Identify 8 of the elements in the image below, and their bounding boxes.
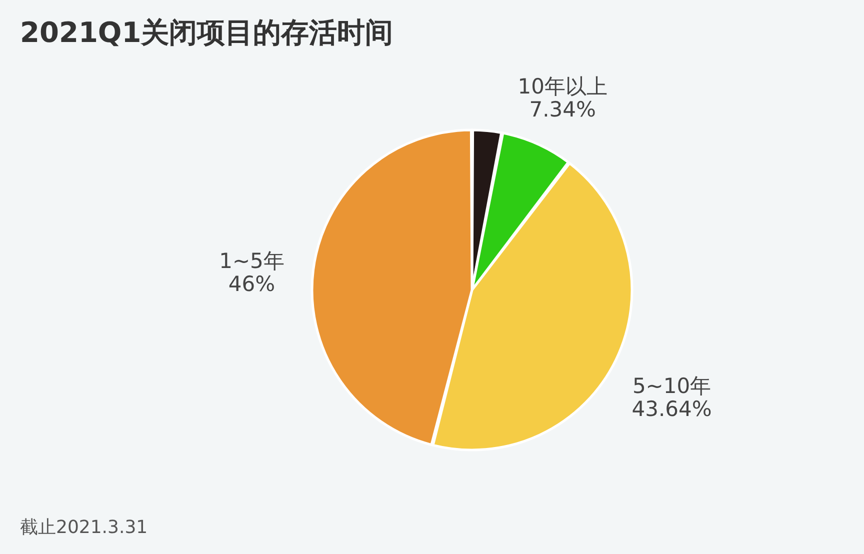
data-label: 46%: [228, 272, 276, 296]
data-label: 43.64%: [632, 396, 712, 421]
slice-label: 5~10年: [632, 374, 712, 398]
data-label: 7.34%: [529, 97, 596, 122]
text: 截止2021.3.31: [20, 517, 148, 538]
slice-label: 1~5年: [219, 249, 284, 274]
chart-title: 2021Q1关闭项目的存活时间: [20, 16, 394, 49]
slice-label: 10年以上: [518, 74, 608, 98]
